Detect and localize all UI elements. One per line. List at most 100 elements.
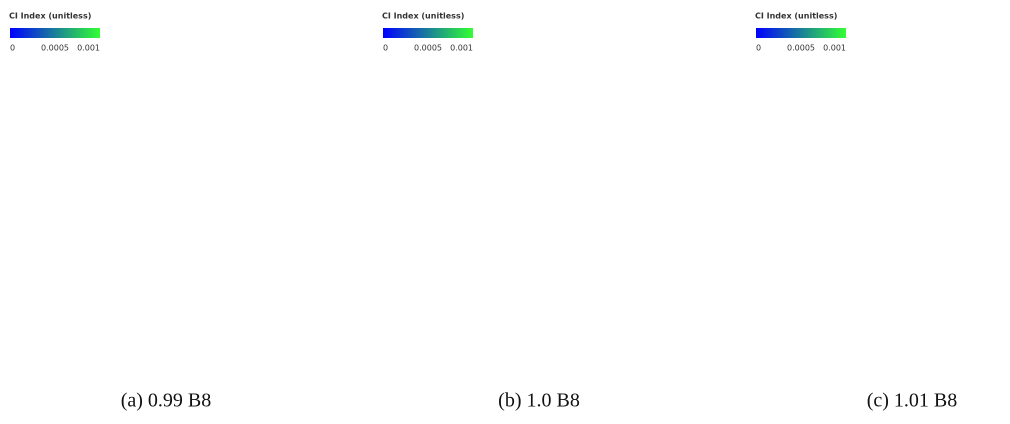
algae-patch xyxy=(880,346,889,353)
algae-patch xyxy=(273,285,290,291)
algae-patch xyxy=(874,123,890,133)
algae-patch xyxy=(561,78,570,88)
algae-patch xyxy=(56,130,67,139)
algae-patch xyxy=(811,85,826,90)
algae-patch xyxy=(212,219,230,225)
algae-patch xyxy=(35,267,51,276)
algae-patch xyxy=(953,204,968,216)
algae-patch xyxy=(889,207,901,212)
algae-patch xyxy=(970,286,986,296)
algae-patch xyxy=(816,103,828,108)
algae-patch xyxy=(197,109,212,115)
legend-ramp xyxy=(383,28,473,38)
algae-patch xyxy=(603,327,617,331)
algae-patch xyxy=(804,87,813,95)
shore-band xyxy=(401,150,468,310)
algae-patch xyxy=(603,122,620,128)
algae-patch xyxy=(605,44,617,50)
algae-patch xyxy=(556,342,567,354)
legend-title: CI Index (unitless) xyxy=(382,12,464,21)
algae-patch xyxy=(890,158,906,170)
algae-patch xyxy=(924,332,936,343)
figure: CI Index (unitless)00.00050.001 (a) 0.99 … xyxy=(0,0,1010,419)
algae-patch xyxy=(479,228,492,236)
algae-patch xyxy=(71,83,81,88)
algae-patch xyxy=(518,90,530,97)
algae-patch xyxy=(511,38,524,49)
algae-patch xyxy=(910,275,922,284)
algae-patch xyxy=(901,177,907,183)
algae-patch xyxy=(821,70,832,81)
caption: (a) 0.99 B8 xyxy=(121,390,212,412)
algae-patch xyxy=(970,330,981,336)
algae-patch xyxy=(588,187,605,198)
algae-patch xyxy=(270,110,285,119)
algae-patch xyxy=(797,252,810,261)
algae-patch xyxy=(998,187,1010,192)
algae-patch xyxy=(551,276,565,282)
algae-patch xyxy=(111,132,127,144)
algae-patch xyxy=(76,187,85,194)
algae-patch xyxy=(419,275,431,281)
algae-patch xyxy=(483,76,490,81)
legend-tick: 0.0005 xyxy=(787,44,815,53)
algae-patch xyxy=(67,138,74,144)
algae-patch xyxy=(935,64,945,69)
algae-patch xyxy=(788,343,794,353)
algae-patch xyxy=(968,143,982,150)
algae-patch xyxy=(898,47,906,58)
algae-patch xyxy=(859,173,873,178)
algae-patch xyxy=(934,218,940,226)
algae-patch xyxy=(424,288,433,300)
algae-patch xyxy=(897,93,904,99)
algae-patch xyxy=(423,100,431,105)
algae-patch xyxy=(545,114,553,122)
algae-patch xyxy=(931,46,943,55)
legend-tick: 0.0005 xyxy=(414,44,442,53)
algae-patch xyxy=(71,255,85,264)
algae-patch xyxy=(935,227,952,232)
algae-patch xyxy=(259,240,271,251)
legend-ramp xyxy=(756,28,846,38)
algae-patch xyxy=(176,189,184,193)
algae-patch xyxy=(100,183,107,191)
algae-patch xyxy=(420,94,436,102)
algae-patch xyxy=(181,139,193,144)
algae-patch xyxy=(849,176,861,182)
algae-patch xyxy=(961,160,970,166)
algae-patch xyxy=(881,89,892,95)
algae-patch xyxy=(959,318,975,326)
caption: (b) 1.0 B8 xyxy=(498,390,580,412)
algae-patch xyxy=(92,177,99,181)
algae-patch xyxy=(67,152,84,162)
algae-patch xyxy=(952,279,968,285)
land-gap xyxy=(978,180,1010,282)
algae-patch xyxy=(579,44,596,48)
algae-patch xyxy=(473,213,483,224)
algae-patch xyxy=(615,248,629,257)
algae-patch xyxy=(959,307,972,316)
algae-patch xyxy=(933,162,940,174)
algae-patch xyxy=(944,112,955,120)
algae-patch xyxy=(782,193,792,199)
algae-patch xyxy=(219,300,225,308)
algae-patch xyxy=(830,223,836,228)
algae-patch xyxy=(421,225,437,232)
algae-patch xyxy=(834,119,849,124)
shore-band xyxy=(160,38,286,225)
algae-patch xyxy=(810,225,823,232)
algae-patch xyxy=(40,91,50,103)
algae-patch xyxy=(242,343,258,353)
algae-patch xyxy=(864,184,872,188)
algae-patch xyxy=(973,84,990,96)
algae-patch xyxy=(969,340,981,350)
algae-patch xyxy=(865,97,877,107)
shore-band xyxy=(533,38,659,225)
legend-tick: 0 xyxy=(383,44,388,53)
algae-patch xyxy=(587,316,599,327)
algae-patch xyxy=(478,220,484,226)
algae-patch xyxy=(943,143,951,148)
